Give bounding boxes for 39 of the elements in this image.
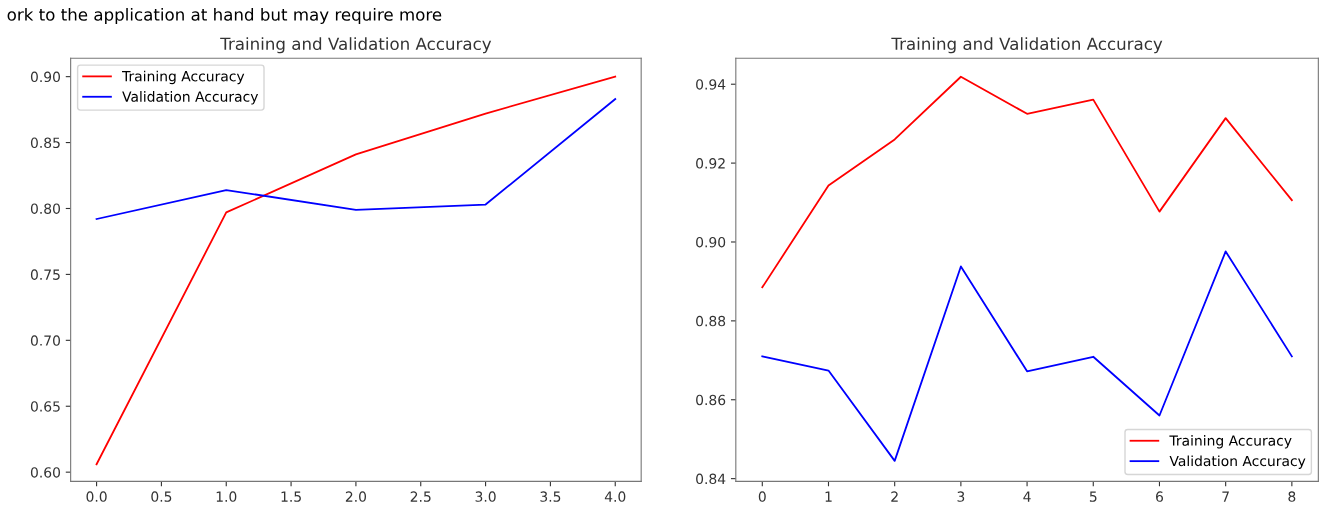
line-series — [761, 75, 1293, 289]
x-tick-label: 4 — [1023, 491, 1031, 502]
x-tick-label: 1.0 — [216, 491, 237, 502]
x-tick-label: 0.5 — [151, 491, 172, 502]
x-tick-label: 3.0 — [475, 491, 496, 502]
y-tick-label: 0.92 — [696, 158, 725, 169]
x-tick-label: 2 — [891, 491, 898, 502]
x-tick-label: 0.0 — [86, 491, 107, 502]
y-tick-label: 0.86 — [696, 394, 726, 406]
x-tick-label: 6 — [1156, 491, 1164, 502]
legend-label: Validation Accuracy — [1169, 455, 1306, 469]
y-tick-label: 0.60 — [30, 467, 60, 478]
y-tick-label: 0.88 — [696, 315, 726, 327]
x-tick-label: 3.5 — [540, 491, 561, 502]
x-tick-label: 3 — [957, 491, 965, 502]
y-tick-label: 0.70 — [30, 335, 60, 346]
x-tick-label: 0 — [758, 491, 766, 502]
y-tick-label: 0.90 — [696, 236, 726, 248]
x-tick-label: 7 — [1222, 491, 1229, 502]
x-tick-label: 8 — [1288, 491, 1296, 502]
chart-title: Training and Validation Accuracy — [220, 37, 492, 54]
y-tick-label: 0.85 — [30, 137, 60, 149]
y-tick-label: 0.65 — [30, 401, 60, 412]
y-tick-label: 0.94 — [696, 79, 726, 90]
x-tick-label: 2.5 — [410, 491, 431, 502]
legend-label: Validation Accuracy — [122, 91, 259, 105]
x-tick-label: 4.0 — [604, 491, 626, 502]
legend-label: Training Accuracy — [122, 70, 245, 85]
y-tick-label: 0.90 — [30, 71, 60, 83]
x-tick-label: 1.5 — [281, 491, 301, 502]
text: ork to the application at hand but may require more — [7, 7, 442, 25]
legend-label: Training Accuracy — [1169, 435, 1292, 449]
y-tick-label: 0.84 — [696, 473, 726, 485]
chart-title: Training and Validation Accuracy — [891, 37, 1163, 54]
y-tick-label: 0.80 — [30, 203, 60, 214]
x-tick-label: 2.0 — [345, 491, 367, 502]
x-tick-label: 5 — [1089, 491, 1097, 502]
y-tick-label: 0.75 — [30, 269, 60, 280]
x-tick-label: 1 — [825, 491, 832, 502]
